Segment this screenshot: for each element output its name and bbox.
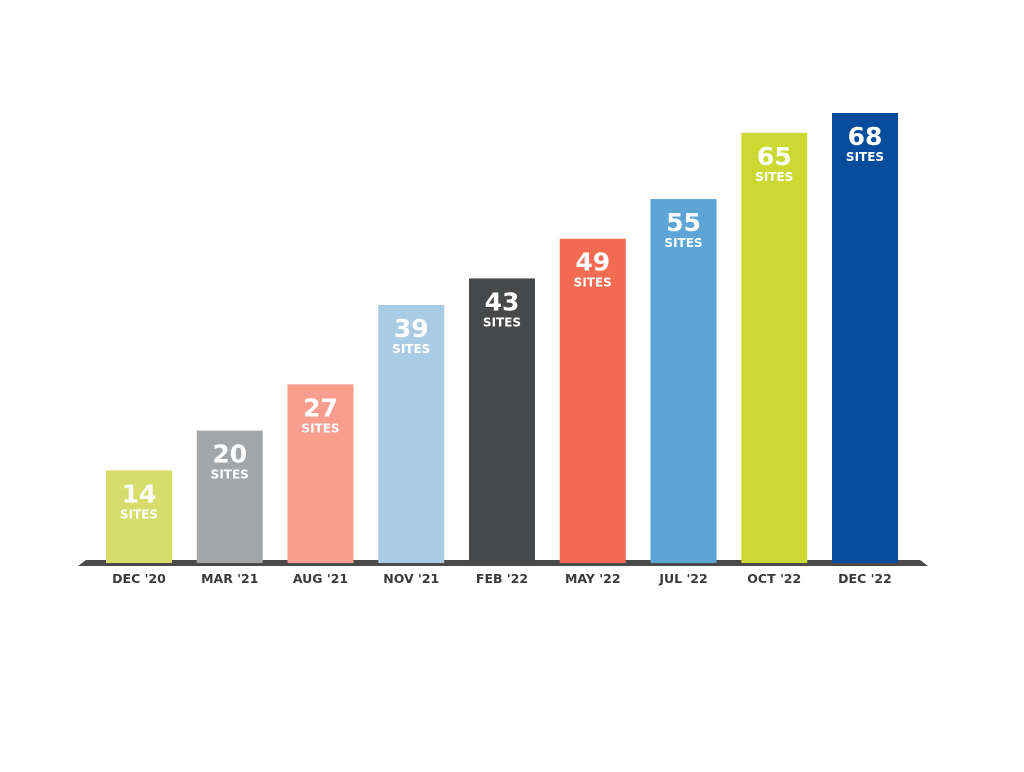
bar-value-label-4: 43 xyxy=(485,287,520,316)
x-tick-label-2: AUG '21 xyxy=(293,571,348,586)
bar-value-label-5: 49 xyxy=(575,248,610,277)
tick-labels-layer: DEC '20 MAR '21 AUG '21 NOV '21 FEB '22 MAY '… xyxy=(112,571,892,586)
x-tick-label-6: JUL '22 xyxy=(658,571,707,586)
bar-unit-label-0: SITES xyxy=(120,507,158,521)
bar-4 xyxy=(469,278,535,563)
x-tick-label-1: MAR '21 xyxy=(201,571,258,586)
bar-value-label-3: 39 xyxy=(394,314,429,343)
bar-7 xyxy=(741,132,808,563)
bar-value-label-7: 65 xyxy=(757,142,792,171)
bar-value-label-0: 14 xyxy=(122,479,157,508)
x-tick-label-5: MAY '22 xyxy=(565,571,621,586)
bar-value-label-6: 55 xyxy=(666,208,701,237)
bar-unit-label-7: SITES xyxy=(755,170,793,184)
bar-unit-label-4: SITES xyxy=(483,315,521,329)
bar-value-label-8: 68 xyxy=(848,122,883,151)
bar-0 xyxy=(106,470,172,563)
bar-6 xyxy=(650,199,717,563)
bars-layer: 14SITES20SITES27SITES39SITES43SITES49SIT… xyxy=(106,113,898,563)
bar-value-label-1: 20 xyxy=(212,440,247,469)
bar-unit-label-6: SITES xyxy=(664,236,702,250)
bar-5 xyxy=(559,238,626,563)
x-tick-label-8: DEC '22 xyxy=(838,571,892,586)
bar-unit-label-1: SITES xyxy=(211,468,249,482)
bar-3 xyxy=(378,304,445,563)
x-tick-label-4: FEB '22 xyxy=(476,571,528,586)
bar-unit-label-2: SITES xyxy=(301,421,339,435)
bar-unit-label-5: SITES xyxy=(574,276,612,290)
x-tick-label-7: OCT '22 xyxy=(747,571,801,586)
bar-unit-label-8: SITES xyxy=(846,150,884,164)
x-tick-label-3: NOV '21 xyxy=(383,571,439,586)
bar-8 xyxy=(832,113,898,563)
bar-2 xyxy=(287,384,354,563)
bar-unit-label-3: SITES xyxy=(392,342,430,356)
bar-value-label-2: 27 xyxy=(303,393,338,422)
bar-1 xyxy=(196,430,263,563)
x-tick-label-0: DEC '20 xyxy=(112,571,166,586)
